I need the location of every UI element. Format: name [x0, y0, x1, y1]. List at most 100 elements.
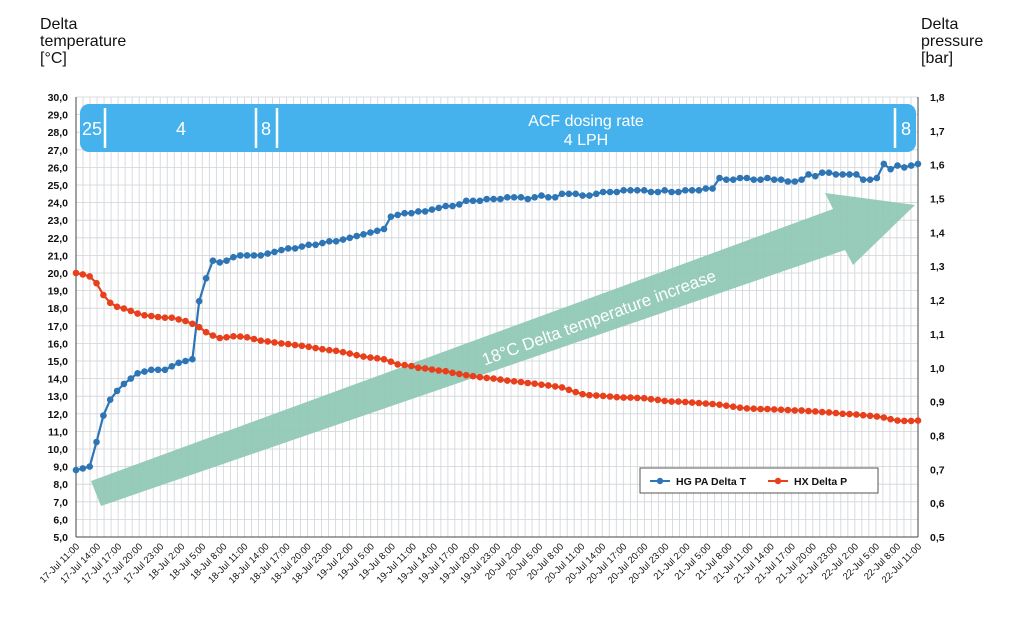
band-label: 8: [901, 119, 911, 139]
delta-p-point: [127, 307, 135, 315]
delta-p-point: [264, 338, 272, 345]
y-right-tick-label: 0,5: [930, 532, 945, 544]
delta-p-point: [558, 384, 566, 391]
delta-p-point: [777, 406, 785, 414]
delta-p-point: [812, 408, 819, 415]
y-left-tick-label: 30,0: [48, 92, 69, 104]
delta-t-point: [620, 187, 627, 194]
delta-t-point: [675, 188, 682, 196]
delta-t-point: [634, 187, 641, 194]
y-right-tick-label: 0,9: [930, 397, 945, 409]
delta-p-point: [380, 356, 388, 363]
delta-t-point: [339, 236, 347, 243]
delta-t-point: [593, 190, 600, 198]
y-right-tick-label: 1,4: [930, 227, 945, 239]
right-axis-title: Delta pressure [bar]: [921, 16, 984, 67]
delta-t-point: [86, 463, 93, 470]
delta-p-point: [209, 332, 217, 339]
delta-p-point: [291, 341, 299, 349]
delta-t-point: [380, 225, 388, 233]
delta-t-point: [716, 174, 723, 182]
delta-t-point: [449, 202, 456, 210]
delta-p-point: [134, 310, 141, 317]
delta-t-point: [517, 194, 525, 201]
delta-p-point: [853, 411, 860, 418]
delta-t-point: [106, 396, 114, 404]
delta-p-point: [627, 394, 634, 401]
delta-t-point: [319, 239, 326, 247]
delta-p-point: [387, 358, 395, 366]
delta-t-point: [79, 465, 87, 472]
delta-t-point: [182, 357, 189, 365]
delta-t-point: [278, 246, 285, 254]
delta-t-point: [435, 204, 443, 212]
delta-p-point: [237, 333, 244, 340]
delta-p-point: [770, 406, 778, 413]
y-left-tick-label: 8,0: [53, 479, 68, 491]
delta-t-point: [880, 160, 888, 168]
delta-t-point: [907, 162, 915, 169]
y-left-tick-label: 6,0: [53, 514, 68, 526]
series-line-delta-p: [75, 271, 919, 422]
y-left-tick-label: 19,0: [48, 286, 69, 298]
delta-p-point: [524, 379, 532, 387]
delta-p-point: [586, 391, 593, 399]
y-left-tick-label: 5,0: [53, 532, 68, 544]
delta-t-point: [230, 253, 237, 261]
delta-t-point: [113, 387, 121, 395]
y-left-tick-label: 15,0: [48, 356, 69, 368]
delta-p-point: [675, 398, 682, 405]
delta-t-point: [332, 238, 340, 245]
delta-p-point: [312, 344, 319, 352]
delta-p-point: [483, 374, 491, 382]
delta-t-point: [148, 366, 155, 374]
delta-t-point: [729, 176, 737, 183]
delta-p-point: [120, 305, 128, 312]
delta-t-point: [483, 195, 491, 203]
delta-t-point: [264, 250, 272, 257]
left-axis-title: Delta temperature [°C]: [40, 16, 127, 67]
delta-p-point: [230, 333, 237, 340]
band-label: 4: [176, 119, 186, 139]
delta-t-point: [545, 194, 552, 201]
delta-p-point: [421, 365, 429, 372]
delta-p-point: [647, 395, 655, 403]
y-right-tick-label: 1,6: [930, 160, 945, 172]
delta-t-point: [846, 171, 853, 178]
delta-p-point: [593, 392, 600, 399]
delta-p-point: [332, 347, 340, 355]
y-right-tick-label: 0,6: [930, 498, 945, 510]
delta-t-point: [209, 257, 217, 265]
delta-t-point: [298, 243, 306, 250]
delta-p-point: [284, 340, 292, 348]
delta-t-point: [189, 355, 196, 363]
y-left-tick-label: 27,0: [48, 145, 69, 157]
delta-t-point: [825, 169, 833, 176]
legend-label: HG PA Delta T: [676, 476, 747, 488]
delta-p-point: [545, 382, 552, 389]
delta-t-point: [565, 190, 573, 198]
delta-t-point: [100, 412, 107, 419]
delta-t-point: [839, 171, 846, 178]
trend-arrow-shape: [91, 193, 915, 506]
y-right-tick-label: 1,1: [930, 329, 945, 341]
delta-p-point: [449, 369, 456, 377]
delta-p-point: [887, 415, 894, 423]
trend-arrow-label: 18°C Delta temperature increase: [480, 266, 719, 369]
delta-t-point: [812, 172, 819, 180]
delta-t-point: [688, 187, 696, 194]
delta-t-point: [237, 252, 244, 259]
delta-t-point: [504, 194, 511, 201]
delta-p-point: [620, 394, 627, 401]
delta-t-point: [456, 201, 463, 208]
delta-t-point: [709, 185, 716, 192]
delta-p-point: [839, 410, 846, 418]
y-left-tick-label: 29,0: [48, 110, 69, 122]
delta-p-point: [367, 354, 374, 361]
delta-p-point: [907, 417, 915, 425]
y-left-tick-label: 26,0: [48, 162, 69, 174]
delta-t-point: [770, 176, 778, 183]
y-left-tick-label: 7,0: [53, 497, 68, 509]
delta-p-point: [360, 353, 367, 360]
delta-p-point: [784, 406, 792, 414]
